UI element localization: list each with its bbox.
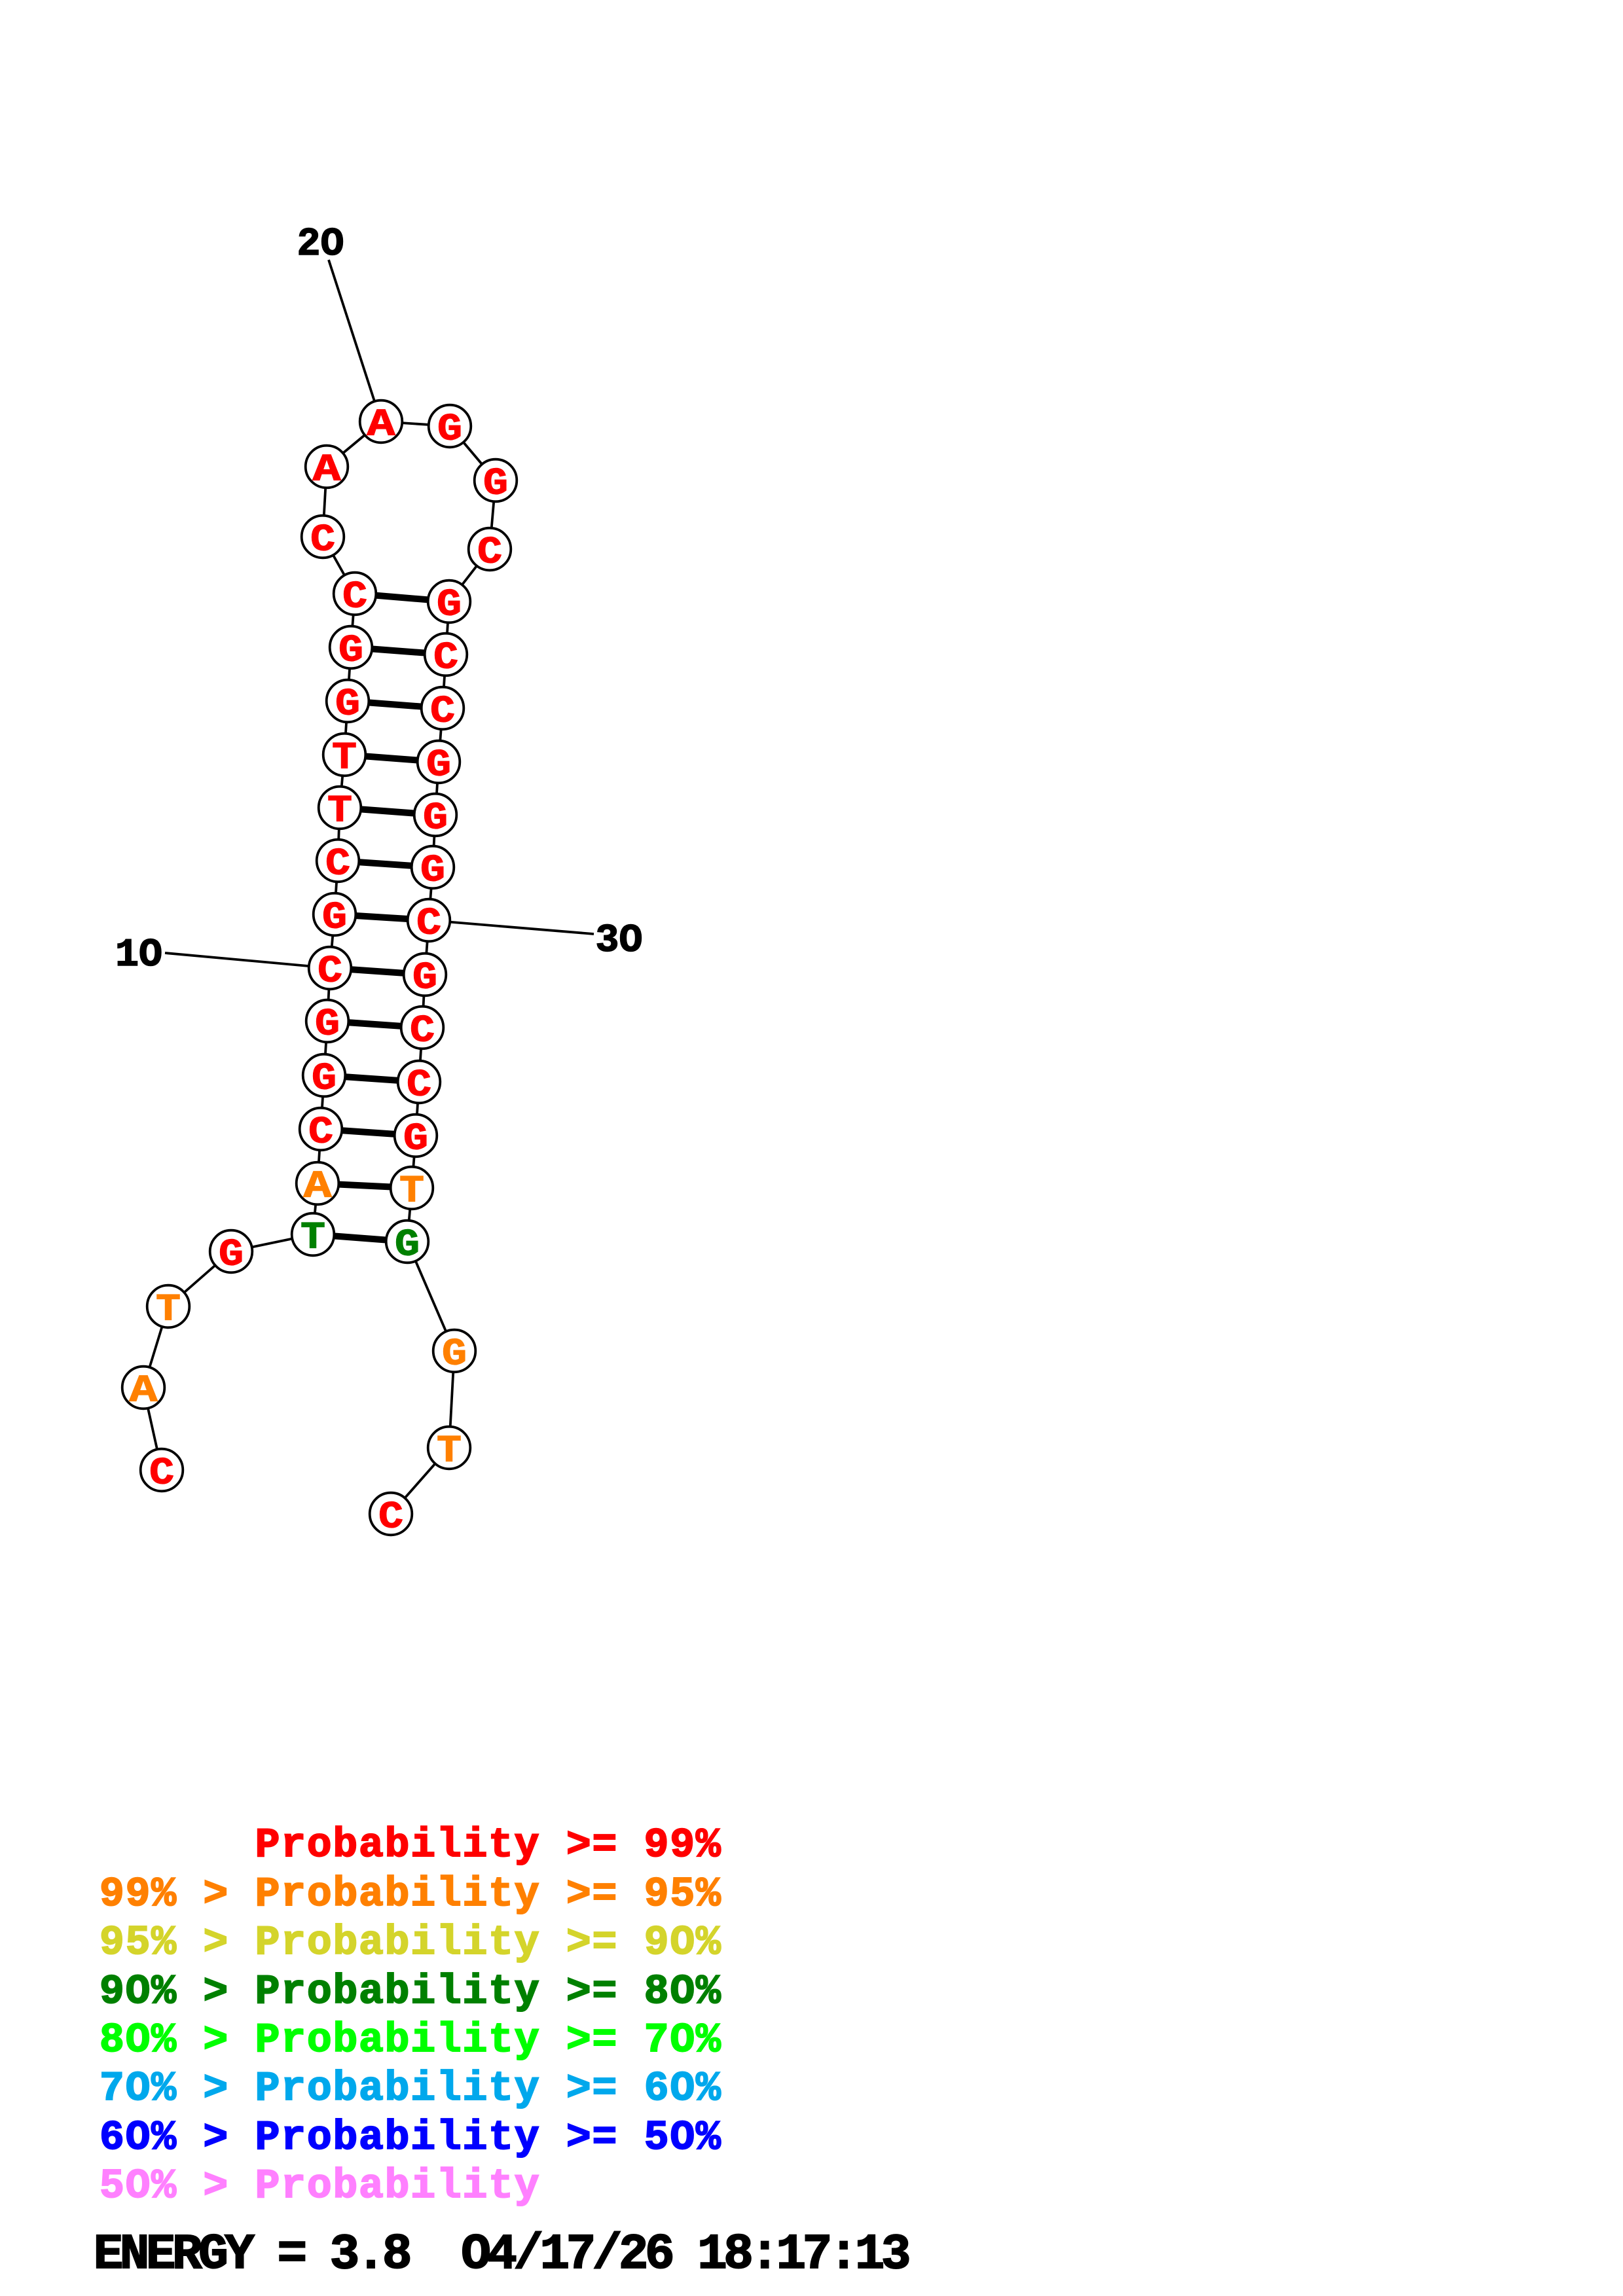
svg-text:G: G	[437, 409, 462, 452]
svg-text:A: A	[313, 450, 341, 492]
svg-text:G: G	[403, 1119, 428, 1161]
svg-text:T: T	[399, 1171, 424, 1213]
svg-text:T: T	[437, 1431, 462, 1473]
svg-text:G: G	[315, 1004, 340, 1047]
svg-text:G: G	[423, 798, 448, 840]
svg-text:G: G	[312, 1058, 337, 1101]
svg-text:C: C	[342, 577, 367, 619]
svg-text:C: C	[310, 520, 335, 562]
svg-text:G: G	[437, 584, 462, 627]
svg-text:C: C	[477, 532, 502, 575]
svg-text:C: C	[318, 951, 342, 994]
svg-text:6O% > Probability >= 5O%: 6O% > Probability >= 5O%	[100, 2115, 722, 2161]
svg-text:99% > Probability >= 95%: 99% > Probability >= 95%	[100, 1871, 722, 1918]
svg-text:G: G	[219, 1234, 244, 1277]
svg-text:C: C	[308, 1112, 333, 1155]
svg-text:G: G	[483, 463, 508, 506]
svg-text:C: C	[149, 1453, 174, 1496]
svg-text:ENERGY = 3.8 O4/17/26 18:17:1: ENERGY = 3.8 O4/17/26 18:17:13	[94, 2227, 909, 2283]
svg-text:G: G	[395, 1225, 420, 1267]
svg-text:A: A	[304, 1166, 332, 1209]
svg-text:7O% > Probability >= 6O%: 7O% > Probability >= 6O%	[100, 2066, 722, 2112]
svg-text:C: C	[407, 1065, 431, 1107]
svg-text:A: A	[367, 404, 395, 447]
svg-text:G: G	[442, 1334, 467, 1376]
svg-text:9O% > Probability >= 8O%: 9O% > Probability >= 8O%	[100, 1969, 722, 2015]
svg-text:G: G	[420, 850, 445, 893]
svg-text:C: C	[430, 691, 455, 734]
svg-text:C: C	[325, 844, 350, 886]
svg-text:G: G	[335, 684, 360, 726]
svg-text:G: G	[412, 958, 437, 1000]
svg-text:5O% > Probability: 5O% > Probability	[100, 2163, 540, 2210]
svg-text:C: C	[410, 1011, 435, 1053]
svg-text:G: G	[322, 897, 347, 940]
svg-text:8O% > Probability >= 7O%: 8O% > Probability >= 7O%	[100, 2017, 722, 2064]
svg-text:3O: 3O	[595, 919, 642, 963]
svg-text:T: T	[327, 791, 352, 833]
svg-text:G: G	[338, 630, 363, 673]
svg-text:T: T	[332, 738, 357, 780]
svg-text:95% > Probability >= 9O%: 95% > Probability >= 9O%	[100, 1920, 722, 1966]
svg-text:2O: 2O	[297, 223, 344, 267]
svg-text:C: C	[416, 903, 441, 946]
svg-text:T: T	[156, 1289, 181, 1332]
svg-text:1O: 1O	[115, 933, 162, 978]
svg-text:T: T	[301, 1217, 325, 1260]
svg-text:Probability >= 99%: Probability >= 99%	[255, 1822, 722, 1869]
svg-text:C: C	[433, 637, 458, 680]
svg-text:G: G	[426, 745, 451, 787]
svg-text:C: C	[378, 1497, 403, 1539]
svg-text:A: A	[130, 1371, 158, 1413]
